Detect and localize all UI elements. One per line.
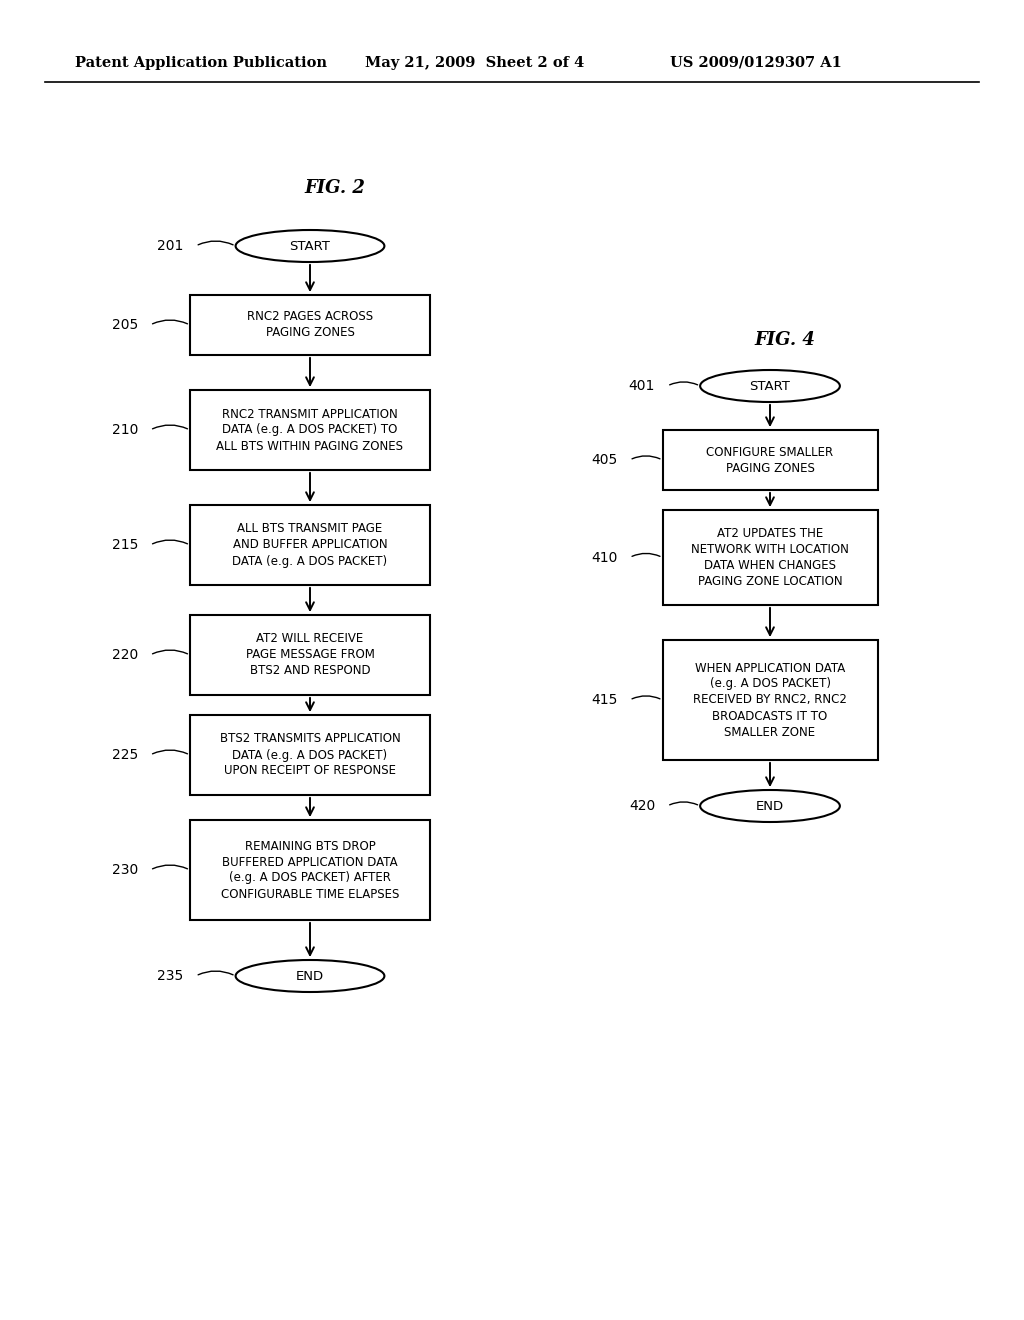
FancyBboxPatch shape: [190, 389, 430, 470]
Text: 225: 225: [112, 748, 138, 762]
Text: 405: 405: [591, 453, 617, 467]
Text: REMAINING BTS DROP
BUFFERED APPLICATION DATA
(e.g. A DOS PACKET) AFTER
CONFIGURA: REMAINING BTS DROP BUFFERED APPLICATION …: [221, 840, 399, 900]
Text: CONFIGURE SMALLER
PAGING ZONES: CONFIGURE SMALLER PAGING ZONES: [707, 446, 834, 474]
Text: START: START: [750, 380, 791, 392]
Text: 230: 230: [112, 863, 138, 876]
FancyBboxPatch shape: [190, 615, 430, 696]
Text: 410: 410: [591, 550, 617, 565]
Ellipse shape: [700, 789, 840, 822]
Text: 215: 215: [112, 539, 138, 552]
Text: 235: 235: [158, 969, 183, 983]
Text: 415: 415: [591, 693, 617, 708]
Text: AT2 WILL RECEIVE
PAGE MESSAGE FROM
BTS2 AND RESPOND: AT2 WILL RECEIVE PAGE MESSAGE FROM BTS2 …: [246, 632, 375, 677]
FancyBboxPatch shape: [190, 715, 430, 795]
Text: RNC2 PAGES ACROSS
PAGING ZONES: RNC2 PAGES ACROSS PAGING ZONES: [247, 310, 373, 339]
Text: May 21, 2009  Sheet 2 of 4: May 21, 2009 Sheet 2 of 4: [365, 55, 585, 70]
FancyBboxPatch shape: [663, 640, 878, 760]
Text: US 2009/0129307 A1: US 2009/0129307 A1: [670, 55, 842, 70]
Text: WHEN APPLICATION DATA
(e.g. A DOS PACKET)
RECEIVED BY RNC2, RNC2
BROADCASTS IT T: WHEN APPLICATION DATA (e.g. A DOS PACKET…: [693, 661, 847, 738]
Text: 420: 420: [629, 799, 655, 813]
Text: START: START: [290, 239, 331, 252]
FancyBboxPatch shape: [190, 294, 430, 355]
Text: BTS2 TRANSMITS APPLICATION
DATA (e.g. A DOS PACKET)
UPON RECEIPT OF RESPONSE: BTS2 TRANSMITS APPLICATION DATA (e.g. A …: [219, 733, 400, 777]
Text: Patent Application Publication: Patent Application Publication: [75, 55, 327, 70]
Text: ALL BTS TRANSMIT PAGE
AND BUFFER APPLICATION
DATA (e.g. A DOS PACKET): ALL BTS TRANSMIT PAGE AND BUFFER APPLICA…: [232, 523, 387, 568]
Text: 205: 205: [112, 318, 138, 333]
Text: 201: 201: [158, 239, 183, 253]
Text: FIG. 2: FIG. 2: [304, 180, 366, 197]
Text: END: END: [756, 800, 784, 813]
Text: AT2 UPDATES THE
NETWORK WITH LOCATION
DATA WHEN CHANGES
PAGING ZONE LOCATION: AT2 UPDATES THE NETWORK WITH LOCATION DA…: [691, 527, 849, 587]
Ellipse shape: [700, 370, 840, 403]
Text: END: END: [296, 969, 324, 982]
Text: RNC2 TRANSMIT APPLICATION
DATA (e.g. A DOS PACKET) TO
ALL BTS WITHIN PAGING ZONE: RNC2 TRANSMIT APPLICATION DATA (e.g. A D…: [216, 408, 403, 453]
FancyBboxPatch shape: [190, 506, 430, 585]
Ellipse shape: [236, 230, 384, 261]
Text: 210: 210: [112, 422, 138, 437]
FancyBboxPatch shape: [663, 510, 878, 605]
Ellipse shape: [236, 960, 384, 993]
Text: 220: 220: [112, 648, 138, 663]
FancyBboxPatch shape: [663, 430, 878, 490]
FancyBboxPatch shape: [190, 820, 430, 920]
Text: FIG. 4: FIG. 4: [755, 331, 815, 348]
Text: 401: 401: [629, 379, 655, 393]
